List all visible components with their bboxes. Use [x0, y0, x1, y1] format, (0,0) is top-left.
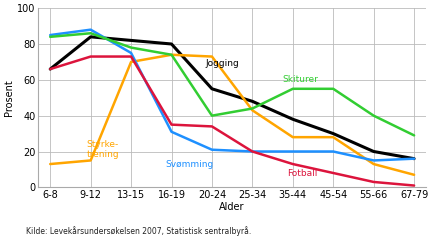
Text: Jogging: Jogging: [206, 59, 240, 68]
Text: Fotball: Fotball: [287, 169, 317, 178]
Text: Styrke-
trening: Styrke- trening: [87, 140, 119, 159]
Text: Skiturer: Skiturer: [283, 75, 319, 84]
X-axis label: Alder: Alder: [220, 201, 245, 211]
Text: Kilde: Levekårsundersøkelsen 2007, Statistisk sentralbyrå.: Kilde: Levekårsundersøkelsen 2007, Stati…: [26, 226, 251, 236]
Y-axis label: Prosent: Prosent: [4, 79, 14, 116]
Text: Svømming: Svømming: [165, 160, 214, 169]
